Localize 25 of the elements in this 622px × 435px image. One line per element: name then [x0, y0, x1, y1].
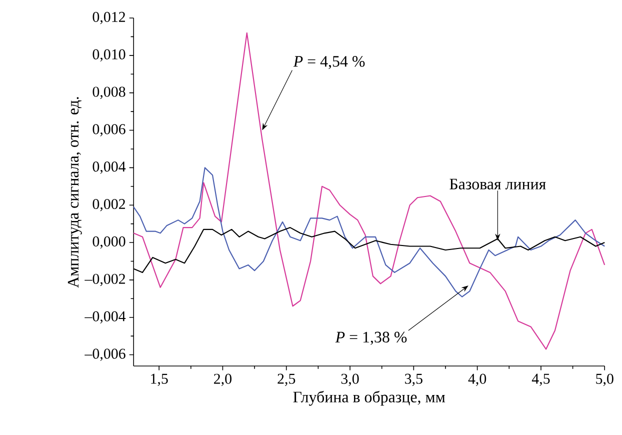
- y-tick-label: –0,002: [84, 274, 125, 286]
- x-tick-label: 2,5: [278, 374, 296, 386]
- y-tick-label: 0,002: [92, 198, 125, 212]
- y-tick-label: –0,006: [84, 348, 126, 361]
- y-tick-label: 0,008: [92, 86, 126, 99]
- x-tick-label: 3,0: [341, 374, 359, 386]
- line-series: [133, 32, 606, 350]
- y-tick-label: 0,010: [92, 49, 126, 62]
- line-series: [133, 167, 606, 298]
- annotation: P = 4,54 %: [293, 56, 365, 70]
- x-tick-label: 2,0: [214, 374, 232, 386]
- y-tick-label: 0,006: [92, 124, 126, 136]
- x-axis-title: Глубина в образце, мм: [293, 390, 446, 406]
- annotation: Базовая линия: [450, 178, 546, 190]
- y-tick-label: –0,004: [84, 311, 126, 324]
- x-tick-label: 4,0: [468, 374, 486, 386]
- x-tick-label: 3,5: [405, 374, 422, 386]
- y-axis-title: Амплитуда сигнала, отн. ед.: [68, 97, 82, 288]
- y-tick-label: 0,004: [92, 162, 126, 174]
- x-tick-label: 4,5: [532, 374, 550, 386]
- x-tick-label: 1,5: [151, 374, 168, 386]
- y-tick-label: 0,000: [92, 236, 126, 249]
- annotation: P = 1,38 %: [335, 332, 407, 345]
- y-tick-label: 0,012: [92, 12, 125, 24]
- x-tick-label: 5,0: [596, 374, 614, 386]
